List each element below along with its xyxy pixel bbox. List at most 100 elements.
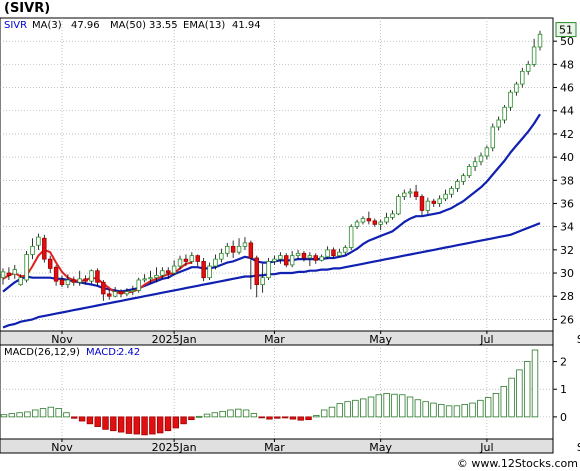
candle-body-up [525,63,531,72]
macd-bar-negative [110,416,117,432]
candle [431,198,437,207]
macd-bar-negative [141,416,148,436]
candle-body-up [0,271,6,279]
price-panel: 26 28 30 32 34 36 38 40 42 44 46 48 50 SIVR MA(3) 47… [0,17,577,332]
macd-bar-positive [391,393,398,418]
macd-legend-value-label: MACD: [86,347,119,358]
candle-body-up [437,198,442,204]
candle [254,255,259,298]
macd-bar-positive [359,398,367,418]
candle-body-up [189,255,195,262]
candle-body-up [266,261,271,279]
macd-bar-positive [227,409,234,418]
macd-bar-positive [0,414,8,418]
candle-body-up [77,278,82,283]
candle [514,81,519,96]
candle [142,274,147,283]
date-label: 2025Jan [152,333,197,346]
candle [124,288,130,297]
macd-tick-label: 1 [560,383,567,396]
candle-body-down [6,272,12,276]
macd-panel: 0 1 2 MACD(26,12,9) MACD: 2.42 [0,344,567,440]
candle-body-up [295,252,301,257]
candle [136,277,141,293]
candle [166,267,171,279]
macd-bar-positive [219,410,226,418]
macd-bar-negative [305,416,312,421]
macd-bar-positive [453,405,461,418]
candle-body-up [148,277,153,280]
candle-body-up [136,279,141,291]
candle [390,210,395,220]
candle-body-up [508,91,513,108]
price-tick-label: 42 [560,128,574,141]
candle [53,264,59,286]
macd-bar-positive [320,409,328,418]
last-price-label: 51 [559,24,573,37]
candle [425,197,431,214]
candle [195,254,200,267]
candle-body-up [449,188,454,195]
candle [30,238,35,260]
candle-body-up [278,255,283,260]
date-labels-top: Nov 2025Jan Mar May Jul Sep [51,331,580,346]
candle-body-down [372,220,377,225]
macd-bar-positive [430,402,437,418]
date-label: Sep [577,333,580,346]
last-price-badge: 51 [555,22,577,38]
macd-bar-negative [86,416,94,425]
macd-bar-negative [172,416,180,429]
candle-body-up [319,256,324,261]
ma50-line [2,222,541,329]
candle-body-up [160,270,165,276]
date-label: Nov [51,333,73,346]
candle [360,216,366,225]
candle [177,255,183,270]
candle [525,60,531,75]
candle-body-up [236,245,242,253]
candle-body-down [366,218,372,222]
macd-bar-negative [281,416,289,419]
date-label: May [369,333,392,346]
macd-bar-positive [469,402,476,418]
macd-bar-positive [422,401,429,418]
macd-bar-positive [336,403,343,418]
candle-body-down [166,270,171,274]
macd-legend-value: 2.42 [118,347,140,358]
price-axis: 26 28 30 32 34 36 38 40 42 44 46 48 50 [553,35,574,326]
candle [266,257,271,280]
candle [278,252,283,264]
price-candles [0,30,543,301]
candle-body-up [455,181,460,189]
candle-body-down [413,191,419,197]
macd-bar-negative [289,416,297,420]
candle [36,233,41,250]
date-labels-bottom: Nov 2025Jan Mar May Jul Sep [51,439,580,454]
candle-body-up [402,192,407,197]
macd-bar-negative [94,416,101,427]
macd-bar-positive [203,413,211,418]
candle-body-down [301,252,307,259]
candle-body-down [230,245,236,253]
date-label: 2025Jan [152,441,197,454]
macd-bar-positive [63,412,70,418]
macd-bar-positive [500,386,507,418]
candle-body-up [36,236,41,246]
macd-bar-positive [508,377,515,418]
candle-body-up [502,106,507,121]
price-x-grid [61,18,488,331]
candle [289,251,295,268]
macd-tick-label: 2 [560,356,567,369]
candle-body-up [65,279,71,286]
candle [71,276,77,286]
candle-body-up [490,126,496,149]
macd-bar-positive [344,401,351,418]
price-tick-label: 38 [560,174,574,187]
candle [366,211,372,225]
candle [307,252,313,267]
macd-bar-positive [352,399,359,418]
candle [413,184,419,201]
candle [419,194,425,216]
macd-bar-positive [383,392,390,418]
price-tick-label: 40 [560,151,574,164]
